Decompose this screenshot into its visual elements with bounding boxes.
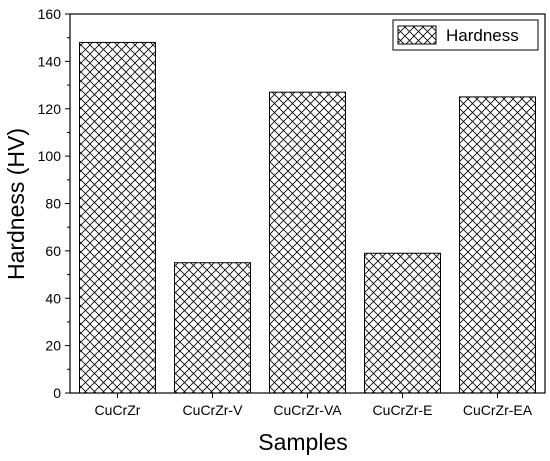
y-tick-label: 60 bbox=[45, 243, 61, 259]
legend: Hardness bbox=[392, 19, 539, 51]
y-tick-label: 140 bbox=[38, 53, 62, 69]
y-tick-label: 80 bbox=[45, 196, 61, 212]
x-tick-label: CuCrZr-E bbox=[373, 402, 433, 418]
y-tick-label: 100 bbox=[38, 148, 62, 164]
y-tick-label: 120 bbox=[38, 101, 62, 117]
bar-cucrzr-e bbox=[364, 252, 441, 394]
bars-layer bbox=[79, 41, 536, 394]
bar-cucrzr bbox=[79, 41, 156, 394]
y-tick-label: 40 bbox=[45, 290, 61, 306]
x-axis-title: Samples bbox=[258, 429, 347, 455]
axes-layer: CuCrZr CuCrZr-V CuCrZr-VA CuCrZr-E CuCrZr-EA… bbox=[38, 6, 546, 418]
bar-cucrzr-v bbox=[174, 262, 251, 394]
bar-cucrzr-va bbox=[269, 91, 346, 394]
y-tick-label: 160 bbox=[38, 6, 62, 22]
y-tick-label: 20 bbox=[45, 338, 61, 354]
x-tick-label: CuCrZr-VA bbox=[273, 402, 342, 418]
bar-cucrzr-ea bbox=[459, 96, 536, 394]
legend-label: Hardness bbox=[446, 26, 519, 45]
x-tick-label: CuCrZr-EA bbox=[463, 402, 533, 418]
y-tick-label: 0 bbox=[53, 385, 61, 401]
x-tick-label: CuCrZr bbox=[95, 402, 141, 418]
legend-swatch bbox=[397, 25, 437, 45]
plot-frame bbox=[69, 13, 546, 394]
x-tick-label: CuCrZr-V bbox=[183, 402, 244, 418]
y-axis-title: Hardness (HV) bbox=[3, 128, 29, 280]
